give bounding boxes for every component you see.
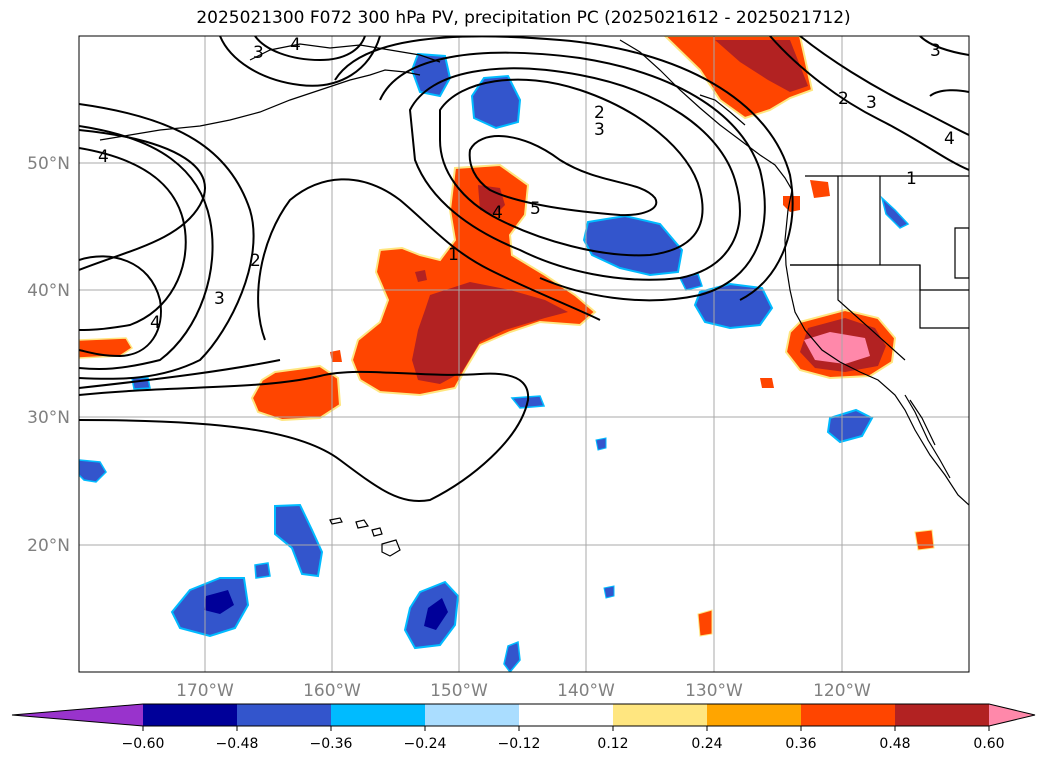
longitude-labels: 170°W 160°W 150°W 140°W 130°W 120°W [176,681,871,701]
contour-label: 2 [838,89,849,109]
colorbar-tick-label: 0.36 [785,736,816,752]
map-frame [78,35,970,673]
contour-labels: 4 3 4 2 3 4 2 3 5 4 1 3 2 3 4 1 [98,35,955,333]
lon-label: 170°W [176,681,234,701]
colorbar-tick-label: −0.12 [498,736,541,752]
contour-label: 1 [906,169,917,189]
contour-label: 3 [930,41,941,61]
precip-shading [79,36,935,672]
lon-label: 150°W [430,681,488,701]
contour-label: 4 [150,313,161,333]
map-plot-area: 4 3 4 2 3 4 2 3 5 4 1 3 2 3 4 1 [79,35,969,672]
contour-label: 2 [594,103,605,123]
colorbar-tick-label: −0.60 [122,736,165,752]
colorbar-tick-label: 0.24 [691,736,722,752]
colorbar-swatch [895,704,990,726]
colorbar-tick-label: 0.48 [879,736,910,752]
colorbar-swatch [707,704,802,726]
lon-label: 140°W [557,681,615,701]
colorbar-swatch [143,704,238,726]
contour-label: 3 [866,93,877,113]
contour-label: 4 [944,129,955,149]
lon-label: 160°W [303,681,361,701]
lon-label: 130°W [685,681,743,701]
colorbar: −0.60 −0.48 −0.36 −0.24 −0.12 0.12 0.24 0.36 0.4… [11,703,1036,752]
lat-label: 50°N [27,154,70,174]
colorbar-swatch [425,704,520,726]
colorbar-tick-label: 0.12 [597,736,628,752]
contour-label: 3 [214,289,225,309]
colorbar-swatch [237,704,332,726]
contour-label: 3 [594,120,605,140]
colorbar-swatch [801,704,896,726]
colorbar-swatch [331,704,426,726]
contour-label: 3 [253,43,264,63]
contour-label: 5 [530,199,541,219]
contour-label: 4 [492,203,503,223]
lat-label: 30°N [27,408,70,428]
lat-label: 40°N [27,281,70,301]
contour-label: 4 [98,147,109,167]
map-title: 2025021300 F072 300 hPa PV, precipitatio… [196,8,851,28]
colorbar-tick-label: −0.48 [216,736,259,752]
pv-contours [79,36,969,502]
colorbar-extend-low [12,704,143,726]
latitude-labels: 50°N 40°N 30°N 20°N [27,154,70,556]
lat-label: 20°N [27,536,70,556]
lon-label: 120°W [813,681,871,701]
colorbar-extend-high [989,704,1035,726]
contour-label: 2 [250,251,261,271]
contour-label: 1 [448,245,459,265]
colorbar-swatch [519,704,614,726]
colorbar-swatch [613,704,708,726]
contour-label: 4 [290,35,301,55]
colorbar-tick-label: −0.36 [310,736,353,752]
colorbar-tick-label: 0.60 [973,736,1004,752]
coastlines [99,39,969,557]
colorbar-tick-label: −0.24 [404,736,447,752]
